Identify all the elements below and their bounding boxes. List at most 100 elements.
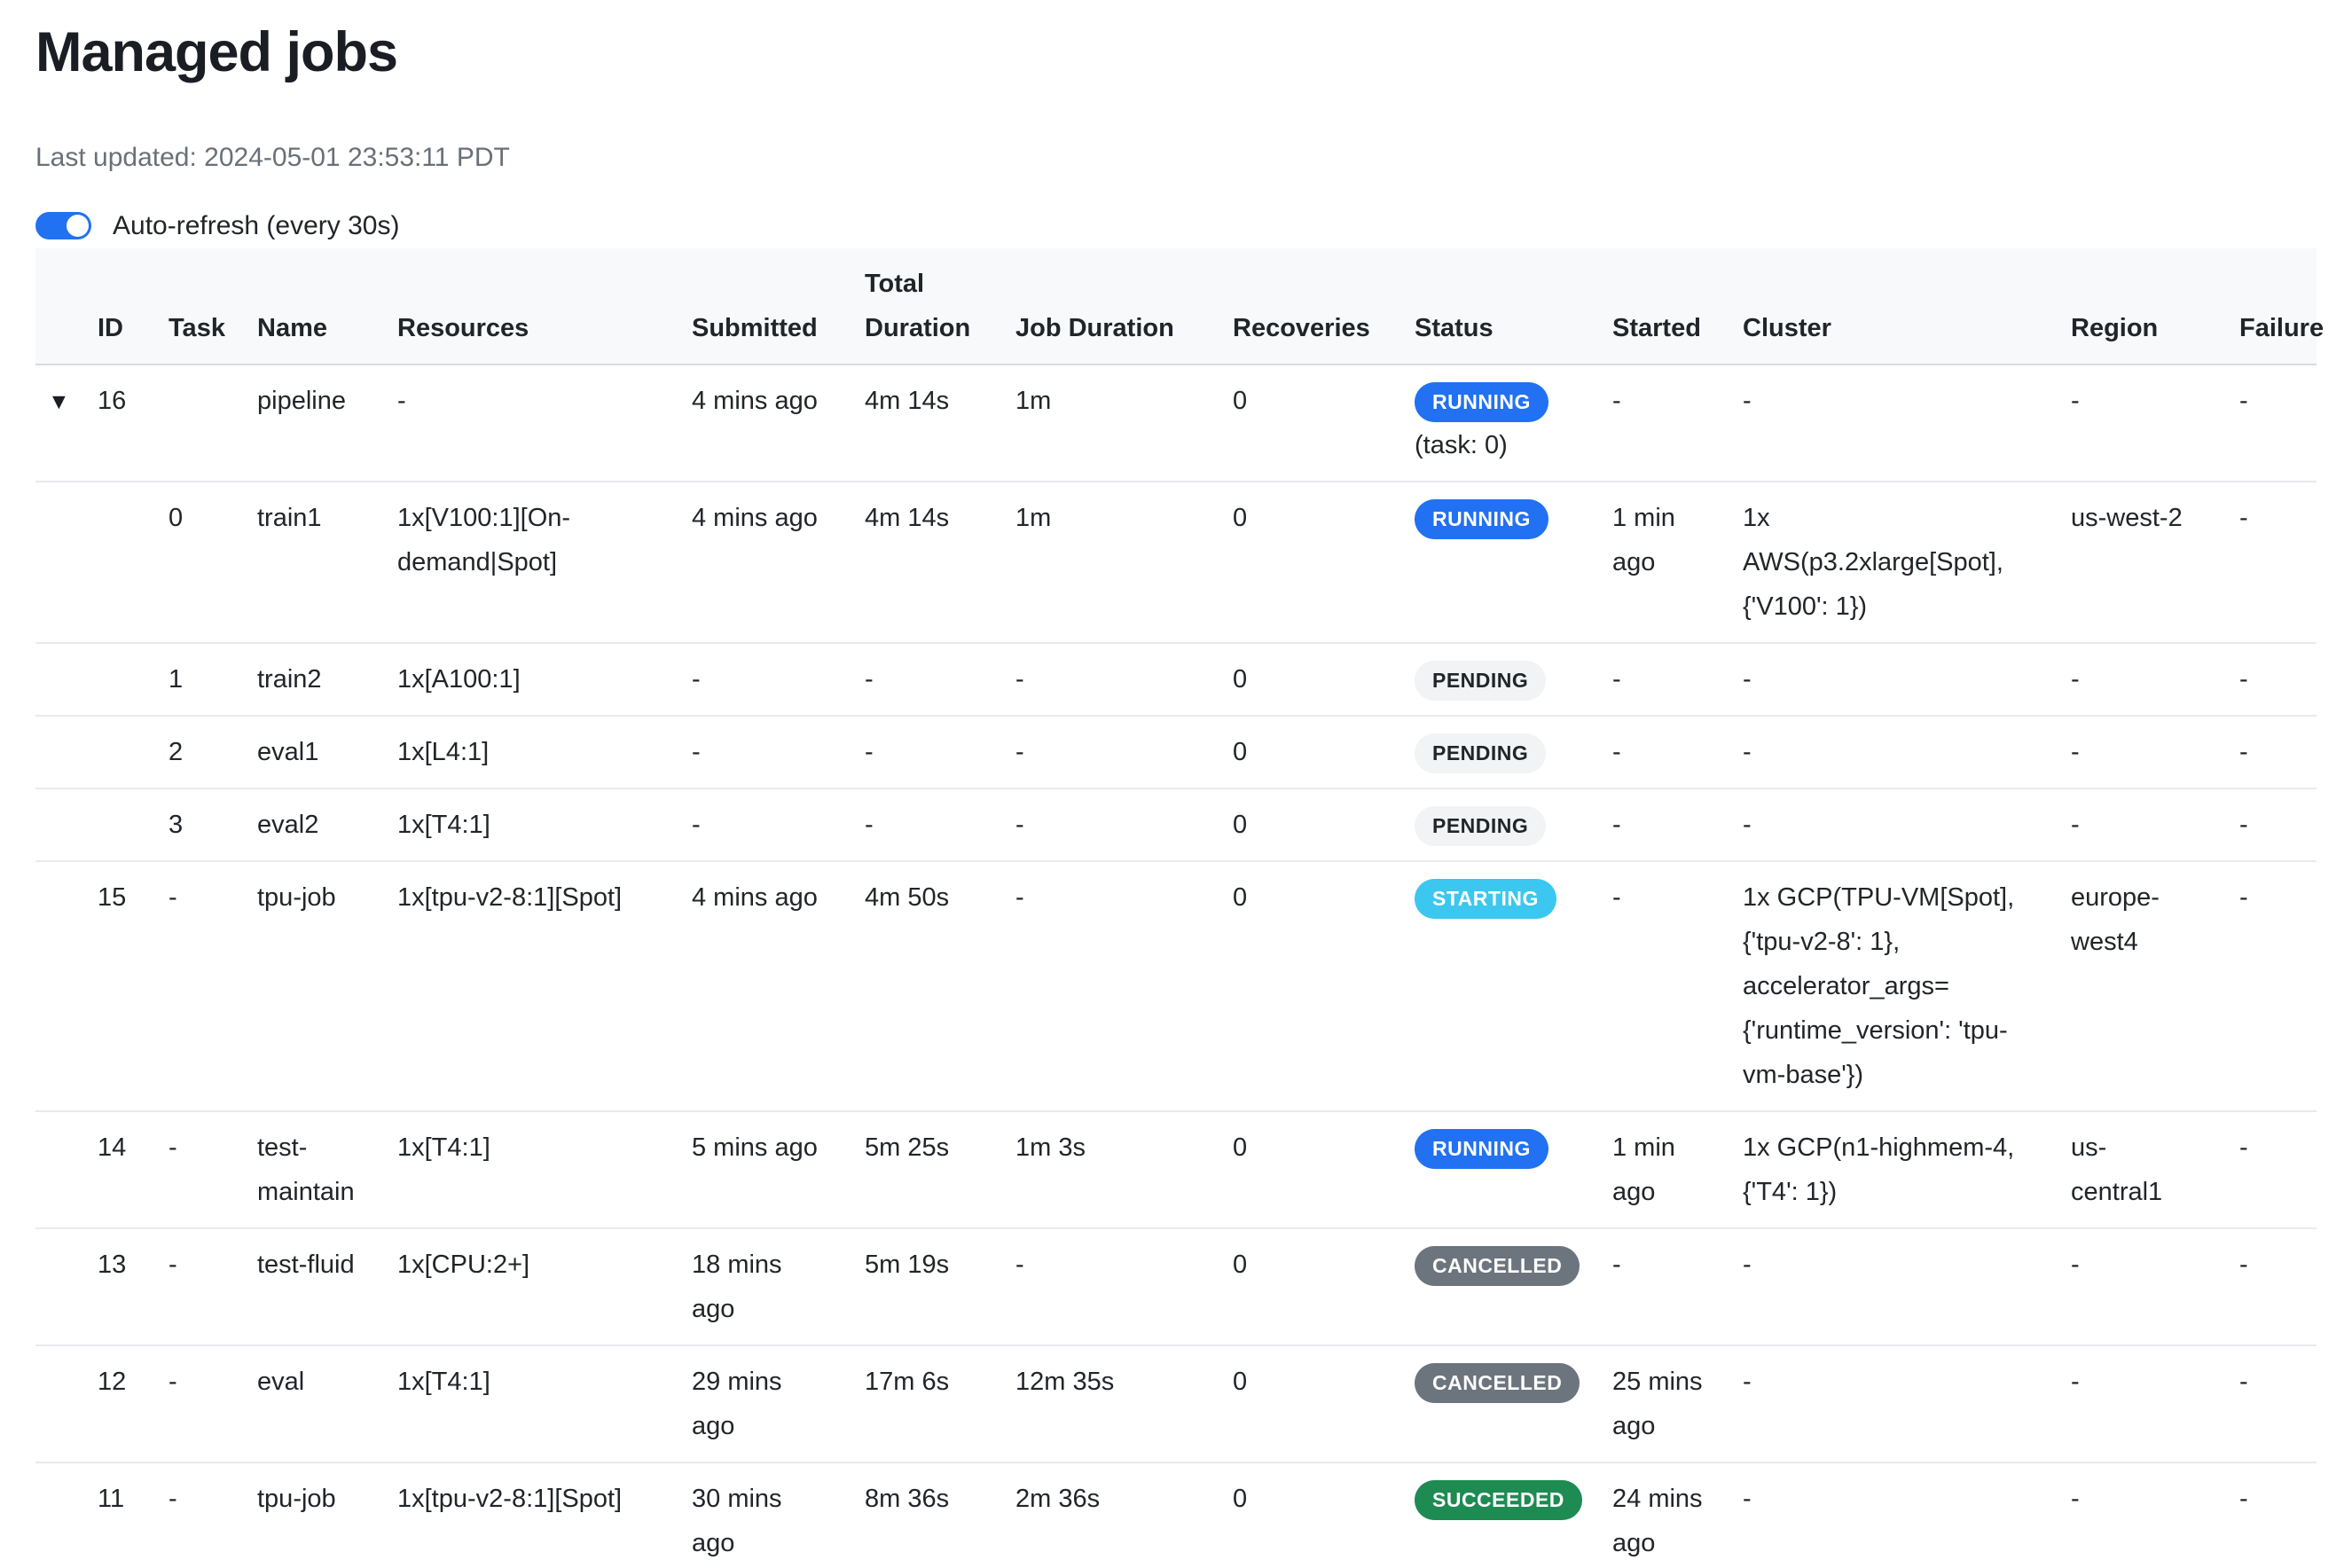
auto-refresh-toggle[interactable]	[35, 212, 91, 240]
table-row: 3 eval2 1x[T4:1] - - -0 PENDING - - - -	[35, 788, 2317, 862]
job_duration-cell: -	[1015, 788, 1233, 862]
column-header-task: Task	[169, 247, 257, 365]
auto-refresh-label: Auto-refresh (every 30s)	[113, 210, 400, 240]
status-badge: CANCELLED	[1415, 1245, 1580, 1286]
status-cell: PENDING	[1415, 788, 1612, 862]
managed-jobs-table: ID Task Name Resources Submitted Total Durati…	[35, 247, 2324, 1568]
task-cell: 2	[169, 715, 257, 789]
job_duration-cell: -	[1015, 860, 1233, 1112]
expand-caret-cell	[35, 1110, 98, 1229]
expand-caret-cell	[35, 481, 98, 644]
started-cell: -	[1612, 788, 1743, 862]
status-badge: PENDING	[1415, 733, 1547, 773]
total_duration-cell: 4m 50s	[865, 860, 1015, 1112]
cluster-cell: -	[1743, 788, 2071, 862]
submitted-cell: 5 mins ago	[692, 1110, 865, 1229]
started-cell: -	[1612, 642, 1743, 717]
total_duration-cell: -	[865, 642, 1015, 717]
last-updated-text: Last updated: 2024-05-01 23:53:11 PDT	[35, 142, 510, 172]
started-cell: 1 min ago	[1612, 481, 1743, 644]
column-header-recoveries: Recoveries	[1233, 247, 1415, 365]
total_duration-cell: -	[865, 715, 1015, 789]
status-cell: SUCCEEDED	[1415, 1462, 1612, 1568]
failure-cell: -	[2239, 481, 2317, 644]
failure-cell: -	[2239, 1462, 2317, 1568]
job_duration-cell: -	[1015, 715, 1233, 789]
status-badge: STARTING	[1415, 878, 1556, 919]
expand-caret-cell	[35, 1345, 98, 1463]
submitted-cell: 29 mins ago	[692, 1345, 865, 1463]
id-cell: 15	[98, 860, 169, 1112]
resources-cell: 1x[L4:1]	[397, 715, 692, 789]
region-cell: -	[2071, 788, 2239, 862]
expand-caret-icon[interactable]: ▼	[48, 388, 70, 414]
failure-cell: -	[2239, 788, 2317, 862]
job_duration-cell: 1m	[1015, 364, 1233, 482]
table-row: 12- eval 1x[T4:1] 29 mins ago 17m 6s 12m 35s 0…	[35, 1345, 2317, 1463]
failure-cell: -	[2239, 715, 2317, 789]
submitted-cell: 4 mins ago	[692, 860, 865, 1112]
status-badge: RUNNING	[1415, 498, 1548, 539]
resources-cell: 1x[A100:1]	[397, 642, 692, 717]
table-row: 1 train2 1x[A100:1] - - -0 PENDING - - - -	[35, 642, 2317, 717]
recoveries-cell: 0	[1233, 788, 1415, 862]
failure-cell: -	[2239, 1345, 2317, 1463]
failure-cell: -	[2239, 860, 2317, 1112]
expand-caret-cell	[35, 788, 98, 862]
cluster-cell: 1x AWS(p3.2xlarge[Spot], {'V100': 1})	[1743, 481, 2071, 644]
job_duration-cell: 2m 36s	[1015, 1462, 1233, 1568]
status-badge: RUNNING	[1415, 381, 1548, 422]
recoveries-cell: 0	[1233, 1462, 1415, 1568]
expand-caret-cell: ▼	[35, 364, 98, 482]
started-cell: -	[1612, 715, 1743, 789]
cluster-cell: -	[1743, 364, 2071, 482]
column-header-submitted: Submitted	[692, 247, 865, 365]
column-header-started: Started	[1612, 247, 1743, 365]
name-cell: tpu-job	[257, 860, 397, 1112]
job_duration-cell: 1m	[1015, 481, 1233, 644]
id-cell	[98, 481, 169, 644]
submitted-cell: 18 mins ago	[692, 1227, 865, 1346]
started-cell: 24 mins ago	[1612, 1462, 1743, 1568]
task-cell: 1	[169, 642, 257, 717]
region-cell: -	[2071, 715, 2239, 789]
started-cell: -	[1612, 364, 1743, 482]
auto-refresh-row: Auto-refresh (every 30s)	[35, 211, 2317, 241]
cluster-cell: -	[1743, 1227, 2071, 1346]
column-header-job_duration: Job Duration	[1015, 247, 1233, 365]
task-cell: -	[169, 1462, 257, 1568]
submitted-cell: -	[692, 788, 865, 862]
status-badge: RUNNING	[1415, 1128, 1548, 1169]
task-cell: 0	[169, 481, 257, 644]
resources-cell: 1x[T4:1]	[397, 1345, 692, 1463]
id-cell	[98, 788, 169, 862]
task-cell: -	[169, 1345, 257, 1463]
resources-cell: 1x[CPU:2+]	[397, 1227, 692, 1346]
table-row: 2 eval1 1x[L4:1] - - -0 PENDING - - - -	[35, 715, 2317, 789]
expand-caret-cell	[35, 642, 98, 717]
recoveries-cell: 0	[1233, 860, 1415, 1112]
recoveries-cell: 0	[1233, 1345, 1415, 1463]
region-cell: -	[2071, 1462, 2239, 1568]
job_duration-cell: -	[1015, 642, 1233, 717]
status-badge: PENDING	[1415, 805, 1547, 846]
resources-cell: -	[397, 364, 692, 482]
total_duration-cell: 8m 36s	[865, 1462, 1015, 1568]
table-header-row: ID Task Name Resources Submitted Total Durati…	[35, 247, 2324, 365]
total_duration-cell: -	[865, 788, 1015, 862]
recoveries-cell: 0	[1233, 1110, 1415, 1229]
column-header-total_duration: Total Duration	[865, 247, 1015, 365]
region-cell: -	[2071, 1345, 2239, 1463]
table-row: 11- tpu-job 1x[tpu-v2-8:1][Spot] 30 mins ag…	[35, 1462, 2317, 1568]
name-cell: eval	[257, 1345, 397, 1463]
name-cell: pipeline	[257, 364, 397, 482]
status-cell: PENDING	[1415, 715, 1612, 789]
recoveries-cell: 0	[1233, 715, 1415, 789]
failure-cell: -	[2239, 1110, 2317, 1229]
cluster-cell: -	[1743, 1345, 2071, 1463]
id-cell: 11	[98, 1462, 169, 1568]
table-row: ▼ 16 pipeline -4 mins ago 4m 14s 1m 0 RUNNING (t…	[35, 364, 2317, 482]
submitted-cell: 30 mins ago	[692, 1462, 865, 1568]
started-cell: 25 mins ago	[1612, 1345, 1743, 1463]
id-cell	[98, 642, 169, 717]
